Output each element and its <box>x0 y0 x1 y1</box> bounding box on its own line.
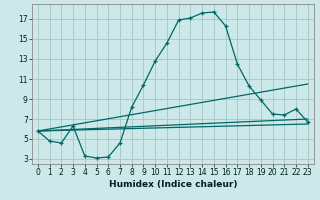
X-axis label: Humidex (Indice chaleur): Humidex (Indice chaleur) <box>108 180 237 189</box>
